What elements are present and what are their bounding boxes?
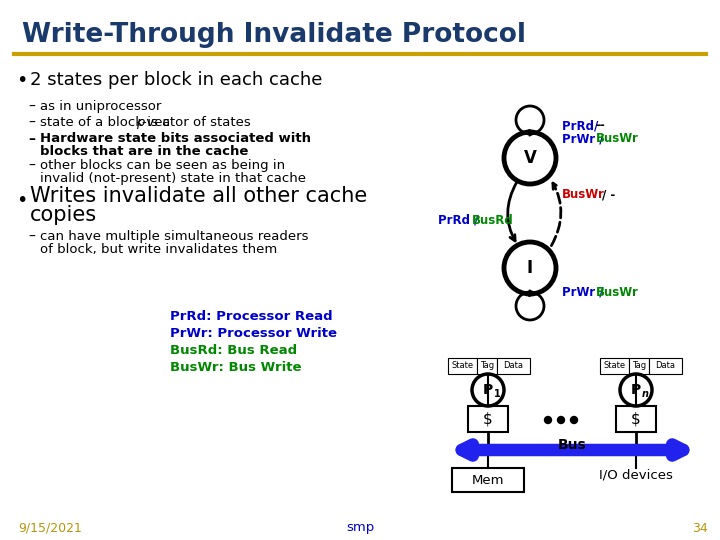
- Text: Tag: Tag: [480, 361, 494, 370]
- Text: PrWr: Processor Write: PrWr: Processor Write: [170, 327, 337, 340]
- Bar: [649, 358, 682, 374]
- Text: Writes invalidate all other cache: Writes invalidate all other cache: [30, 186, 367, 206]
- Text: –: –: [28, 230, 35, 244]
- Text: PrRd/: PrRd/: [562, 119, 603, 132]
- Text: –: –: [28, 132, 35, 146]
- Text: 2 states per block in each cache: 2 states per block in each cache: [30, 71, 323, 89]
- Text: –: –: [28, 100, 35, 114]
- Bar: [616, 406, 656, 432]
- Text: -vector of states: -vector of states: [142, 116, 251, 129]
- Text: blocks that are in the cache: blocks that are in the cache: [40, 145, 248, 158]
- Text: $: $: [631, 411, 641, 427]
- Text: other blocks can be seen as being in: other blocks can be seen as being in: [40, 159, 285, 172]
- Text: as in uniprocessor: as in uniprocessor: [40, 100, 161, 113]
- Text: can have multiple simultaneous readers: can have multiple simultaneous readers: [40, 230, 308, 243]
- Text: --: --: [595, 119, 605, 132]
- Bar: [477, 358, 498, 374]
- Text: •: •: [16, 71, 27, 90]
- Bar: [629, 358, 649, 374]
- Text: Data: Data: [656, 361, 675, 370]
- Text: I: I: [527, 259, 533, 277]
- Text: •: •: [16, 191, 27, 210]
- Text: smp: smp: [346, 522, 374, 535]
- Text: State: State: [451, 361, 474, 370]
- Text: / -: / -: [602, 188, 616, 201]
- Text: BusRd: Bus Read: BusRd: Bus Read: [170, 344, 297, 357]
- Text: V: V: [523, 149, 536, 167]
- Text: of block, but write invalidates them: of block, but write invalidates them: [40, 243, 277, 256]
- Bar: [468, 406, 508, 432]
- Text: BusWr: BusWr: [596, 286, 639, 299]
- Text: Bus: Bus: [557, 438, 586, 452]
- Text: $: $: [483, 411, 493, 427]
- Text: P: P: [631, 383, 641, 397]
- Text: BusWr: BusWr: [562, 188, 605, 201]
- Text: PrRd: Processor Read: PrRd: Processor Read: [170, 310, 333, 323]
- Text: PrWr /: PrWr /: [562, 286, 608, 299]
- Text: P: P: [483, 383, 493, 397]
- Text: BusWr: Bus Write: BusWr: Bus Write: [170, 361, 302, 374]
- Bar: [600, 358, 629, 374]
- Text: 34: 34: [692, 522, 708, 535]
- Text: invalid (not-present) state in that cache: invalid (not-present) state in that cach…: [40, 172, 306, 185]
- Bar: [498, 358, 530, 374]
- Text: –: –: [28, 159, 35, 173]
- Text: PrRd /: PrRd /: [438, 213, 482, 226]
- Text: I/O devices: I/O devices: [599, 469, 673, 482]
- Text: Data: Data: [503, 361, 523, 370]
- Circle shape: [544, 416, 552, 423]
- Text: PrWr /: PrWr /: [562, 132, 608, 145]
- Text: p: p: [136, 116, 145, 129]
- Text: 1: 1: [494, 389, 500, 399]
- Text: 9/15/2021: 9/15/2021: [18, 522, 82, 535]
- Text: State: State: [603, 361, 626, 370]
- Text: n: n: [642, 389, 649, 399]
- Text: Tag: Tag: [632, 361, 646, 370]
- Circle shape: [570, 416, 577, 423]
- Bar: [452, 468, 524, 492]
- Bar: [448, 358, 477, 374]
- Text: Mem: Mem: [472, 474, 504, 487]
- Circle shape: [557, 416, 564, 423]
- Text: Write-Through Invalidate Protocol: Write-Through Invalidate Protocol: [22, 22, 526, 48]
- Text: –: –: [28, 116, 35, 130]
- Text: state of a block is a: state of a block is a: [40, 116, 174, 129]
- Text: BusRd: BusRd: [472, 213, 514, 226]
- Text: BusWr: BusWr: [596, 132, 639, 145]
- Text: copies: copies: [30, 205, 97, 225]
- Text: Hardware state bits associated with: Hardware state bits associated with: [40, 132, 311, 145]
